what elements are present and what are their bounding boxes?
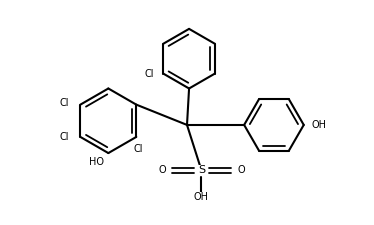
Text: O: O xyxy=(237,165,245,176)
Text: OH: OH xyxy=(312,120,327,130)
Text: Cl: Cl xyxy=(60,132,70,142)
Text: S: S xyxy=(198,165,205,176)
Text: Cl: Cl xyxy=(134,144,143,153)
Text: O: O xyxy=(158,165,166,176)
Text: Cl: Cl xyxy=(144,69,153,79)
Text: OH: OH xyxy=(194,192,209,202)
Text: HO: HO xyxy=(89,157,104,167)
Text: Cl: Cl xyxy=(60,98,70,108)
